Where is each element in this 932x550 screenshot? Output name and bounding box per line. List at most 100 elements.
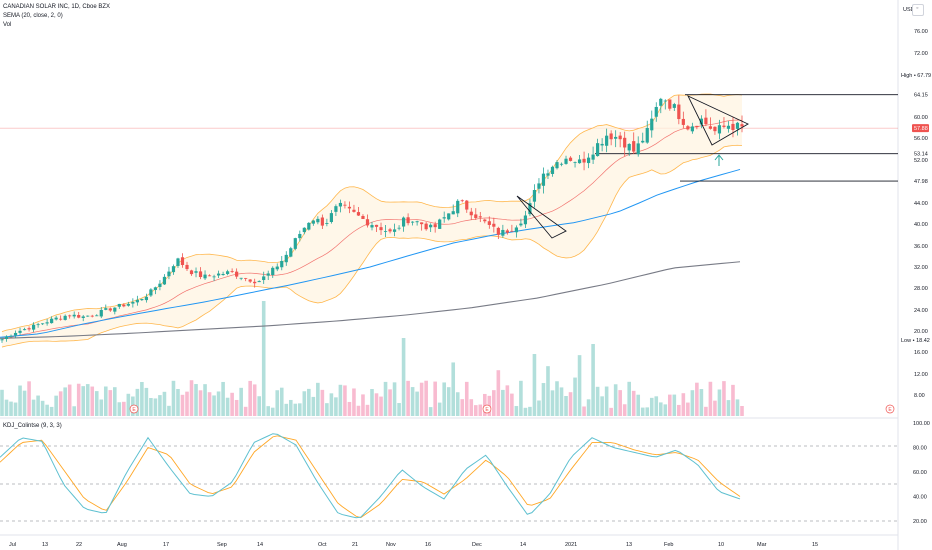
volume-bar bbox=[699, 389, 704, 416]
candle-body bbox=[501, 229, 505, 236]
candle-body bbox=[713, 126, 717, 132]
candle-body bbox=[248, 279, 252, 282]
candle-body bbox=[586, 157, 591, 164]
candle-body bbox=[302, 227, 306, 233]
price-tick: 52.00 bbox=[914, 158, 928, 164]
candle-body bbox=[117, 303, 121, 307]
candle-body bbox=[271, 267, 275, 275]
volume-bar bbox=[717, 389, 722, 416]
candle-body bbox=[338, 202, 343, 207]
candle-body bbox=[650, 118, 654, 131]
volume-bar bbox=[0, 389, 4, 416]
volume-legend[interactable]: Vol bbox=[3, 22, 12, 28]
candle-body bbox=[424, 223, 428, 230]
candle-body bbox=[86, 315, 90, 317]
candle-body bbox=[198, 271, 203, 278]
low-label: Low • 18.42 bbox=[901, 338, 930, 344]
volume-bar bbox=[464, 381, 469, 416]
price-tick: 60.00 bbox=[914, 115, 928, 121]
volume-bar bbox=[424, 380, 428, 416]
ma200-line bbox=[0, 261, 741, 339]
time-tick: Oct bbox=[318, 542, 327, 548]
volume-bar bbox=[94, 391, 99, 416]
settings-icon[interactable]: ◦ bbox=[912, 4, 924, 16]
volume-bar bbox=[117, 402, 122, 416]
candle-body bbox=[298, 233, 302, 239]
candle-body bbox=[68, 315, 72, 317]
volume-bar bbox=[9, 401, 13, 416]
volume-bar bbox=[189, 380, 194, 416]
volume-bar bbox=[225, 397, 230, 416]
time-tick: 22 bbox=[76, 542, 82, 548]
candle-body bbox=[0, 339, 4, 341]
candle-body bbox=[167, 271, 171, 277]
time-tick: Aug bbox=[117, 542, 127, 548]
time-tick: 15 bbox=[812, 542, 818, 548]
candle-body bbox=[289, 248, 293, 257]
candle-body bbox=[681, 118, 685, 125]
volume-bar bbox=[216, 391, 221, 416]
volume-bar bbox=[162, 391, 167, 416]
symbol-legend[interactable]: CANADIAN SOLAR INC, 1D, Cboe BZX bbox=[3, 4, 111, 10]
candle-body bbox=[623, 137, 627, 148]
candle-body bbox=[45, 322, 49, 324]
candle-body bbox=[686, 126, 690, 130]
volume-bar bbox=[31, 399, 36, 416]
candle-body bbox=[577, 159, 582, 164]
candle-body bbox=[50, 318, 54, 324]
volume-bar bbox=[140, 381, 144, 416]
time-tick: 10 bbox=[718, 542, 724, 548]
candle-body bbox=[266, 273, 270, 276]
time-tick: Dec bbox=[472, 542, 482, 548]
candle-body bbox=[77, 315, 81, 318]
candle-body bbox=[63, 315, 67, 320]
candle-body bbox=[401, 217, 406, 227]
volume-bar bbox=[76, 383, 81, 416]
volume-bar bbox=[505, 385, 510, 416]
candle-body bbox=[487, 221, 491, 225]
candle-body bbox=[176, 258, 180, 266]
volume-bar bbox=[90, 386, 95, 416]
volume-bar bbox=[713, 400, 717, 416]
kdj-legend[interactable]: KDJ_Colintse (9, 3, 3) bbox=[3, 423, 62, 429]
candle-body bbox=[72, 314, 76, 317]
volume-bar bbox=[180, 394, 185, 416]
candle-body bbox=[262, 276, 266, 281]
volume-bar bbox=[645, 407, 650, 416]
price-tick: 76.00 bbox=[914, 29, 928, 35]
volume-bar bbox=[627, 381, 631, 416]
candle-body bbox=[496, 227, 500, 235]
candle-body bbox=[140, 299, 144, 301]
ema-legend[interactable]: SEMA (20, close, 2, 0) bbox=[3, 13, 63, 19]
volume-bar bbox=[604, 386, 609, 416]
volume-bar bbox=[49, 406, 54, 416]
volume-bar bbox=[618, 390, 622, 416]
time-tick: Sep bbox=[217, 542, 227, 548]
candle-body bbox=[523, 215, 528, 225]
volume-bar bbox=[577, 355, 582, 416]
volume-bar bbox=[609, 407, 613, 416]
volume-bar bbox=[99, 399, 104, 416]
volume-bar bbox=[63, 387, 67, 416]
volume-bar bbox=[446, 387, 451, 416]
candle-body bbox=[568, 157, 573, 161]
candle-body bbox=[374, 224, 379, 227]
grid bbox=[0, 0, 899, 550]
volume-bar bbox=[740, 406, 744, 416]
volume-bar bbox=[45, 404, 49, 416]
earnings-icon bbox=[482, 404, 492, 414]
volume-bar bbox=[586, 399, 591, 416]
price-tick: 36.00 bbox=[914, 244, 928, 250]
candle-body bbox=[4, 336, 9, 339]
volume-bar bbox=[388, 389, 392, 416]
volume-bar bbox=[451, 362, 456, 416]
candle-body bbox=[411, 221, 415, 223]
candle-body bbox=[36, 324, 40, 326]
volume-bar bbox=[537, 400, 541, 416]
candlestick-series[interactable] bbox=[0, 95, 744, 343]
volume-bar bbox=[40, 400, 45, 416]
candle-body bbox=[180, 257, 185, 266]
volume-bar bbox=[243, 406, 248, 416]
volume-bar bbox=[108, 390, 113, 416]
